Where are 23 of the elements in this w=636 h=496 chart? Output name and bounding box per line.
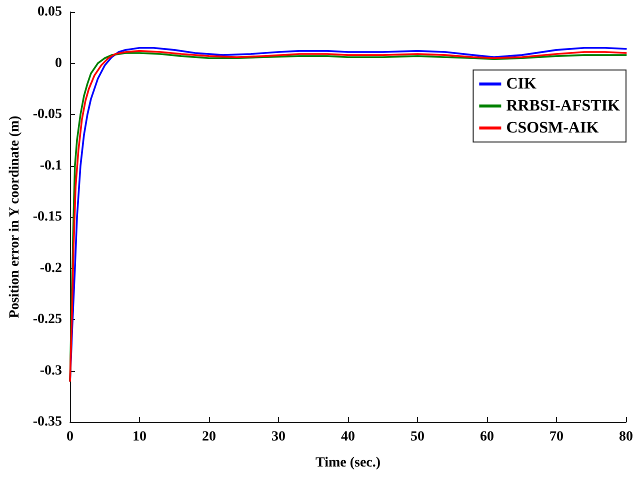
- y-tick-label: -0.25: [32, 312, 62, 327]
- y-tick-label: 0: [55, 56, 62, 71]
- y-tick-label: -0.3: [40, 363, 62, 378]
- y-tick-label: 0.05: [38, 4, 62, 20]
- x-tick-label: 40: [341, 430, 356, 444]
- x-tick-label: 50: [410, 430, 425, 444]
- y-tick-label: -0.05: [32, 107, 62, 122]
- y-tick-label: -0.2: [40, 260, 62, 276]
- x-tick-label: 30: [272, 430, 286, 444]
- legend-label: CSOSM-AIK: [506, 120, 600, 136]
- x-tick-label: 70: [550, 430, 564, 444]
- x-tick-label: 10: [132, 430, 147, 444]
- x-tick-label: 20: [202, 430, 216, 444]
- x-tick-label: 0: [66, 430, 74, 444]
- legend-label: CIK: [506, 76, 537, 92]
- legend-label: RRBSI-AFSTIK: [506, 98, 621, 114]
- x-axis-title: Time (sec.): [316, 456, 381, 470]
- x-tick-label: 60: [480, 430, 494, 444]
- y-tick-label: -0.15: [32, 210, 62, 224]
- y-tick-label: -0.35: [32, 414, 62, 430]
- y-tick-label: -0.1: [40, 158, 62, 174]
- x-tick-label: 80: [619, 430, 633, 444]
- y-axis-title: Position error in Y coordinate (m): [8, 115, 22, 318]
